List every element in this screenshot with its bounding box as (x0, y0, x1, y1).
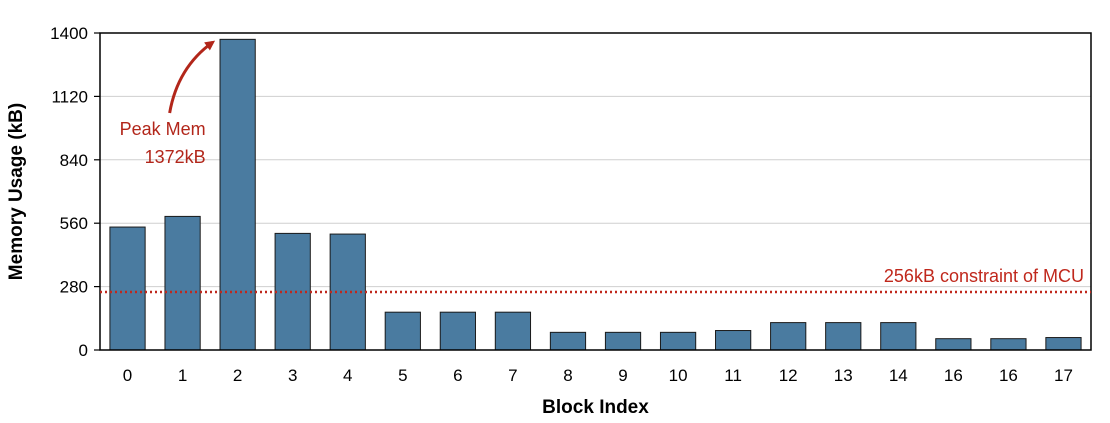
bar-12 (770, 322, 807, 351)
y-axis-ticks: 0 280 560 840 1120 1400 (50, 24, 100, 360)
x-tick-label: 4 (343, 366, 352, 385)
x-tick-label: 1 (178, 366, 187, 385)
x-tick-label: 8 (563, 366, 572, 385)
bar-8 (549, 331, 587, 351)
x-tick-label: 17 (1054, 366, 1073, 385)
x-tick-label: 16 (999, 366, 1018, 385)
x-axis-ticks: 0 1 2 3 4 5 6 7 8 9 10 11 12 13 14 16 16 17 (123, 366, 1073, 385)
bar-13 (825, 322, 862, 351)
x-tick-label: 2 (233, 366, 242, 385)
bar-11 (715, 330, 752, 351)
bar-17 (1045, 337, 1082, 351)
x-tick-label: 7 (508, 366, 517, 385)
y-tick-label: 280 (60, 278, 88, 297)
y-tick-label: 560 (60, 214, 88, 233)
x-tick-label: 14 (889, 366, 908, 385)
x-tick-label: 6 (453, 366, 462, 385)
bar-16 (935, 338, 972, 351)
bar-1 (164, 215, 201, 351)
x-tick-label: 16 (944, 366, 963, 385)
x-axis-title: Block Index (542, 397, 649, 418)
y-tick-label: 0 (79, 341, 88, 360)
bar-16 (990, 338, 1027, 351)
bar-10 (659, 331, 697, 351)
x-tick-label: 0 (123, 366, 132, 385)
peak-annotation-line2: 1372kB (145, 147, 206, 167)
bar-2 (219, 38, 256, 351)
y-tick-label: 840 (60, 151, 88, 170)
peak-annotation-arrow (168, 40, 216, 114)
bar-0 (109, 226, 146, 351)
x-tick-label: 3 (288, 366, 297, 385)
bar-7 (494, 311, 532, 351)
gridlines (100, 95, 1091, 288)
peak-annotation-line1: Peak Mem (120, 119, 206, 139)
bar-6 (439, 311, 476, 351)
constraint-label: 256kB constraint of MCU (884, 266, 1084, 286)
y-axis-title: Memory Usage (kB) (6, 103, 27, 280)
x-tick-label: 5 (398, 366, 407, 385)
bar-9 (604, 331, 642, 351)
plot-frame (99, 32, 1092, 351)
y-tick-label: 1400 (50, 24, 88, 43)
x-tick-label: 10 (669, 366, 688, 385)
x-tick-label: 9 (618, 366, 627, 385)
bar-14 (880, 322, 917, 351)
x-tick-label: 13 (834, 366, 853, 385)
x-tick-label: 11 (724, 366, 742, 385)
x-tick-label: 12 (779, 366, 798, 385)
y-tick-label: 1120 (51, 87, 88, 106)
bars (109, 38, 1082, 351)
bar-5 (384, 311, 421, 351)
